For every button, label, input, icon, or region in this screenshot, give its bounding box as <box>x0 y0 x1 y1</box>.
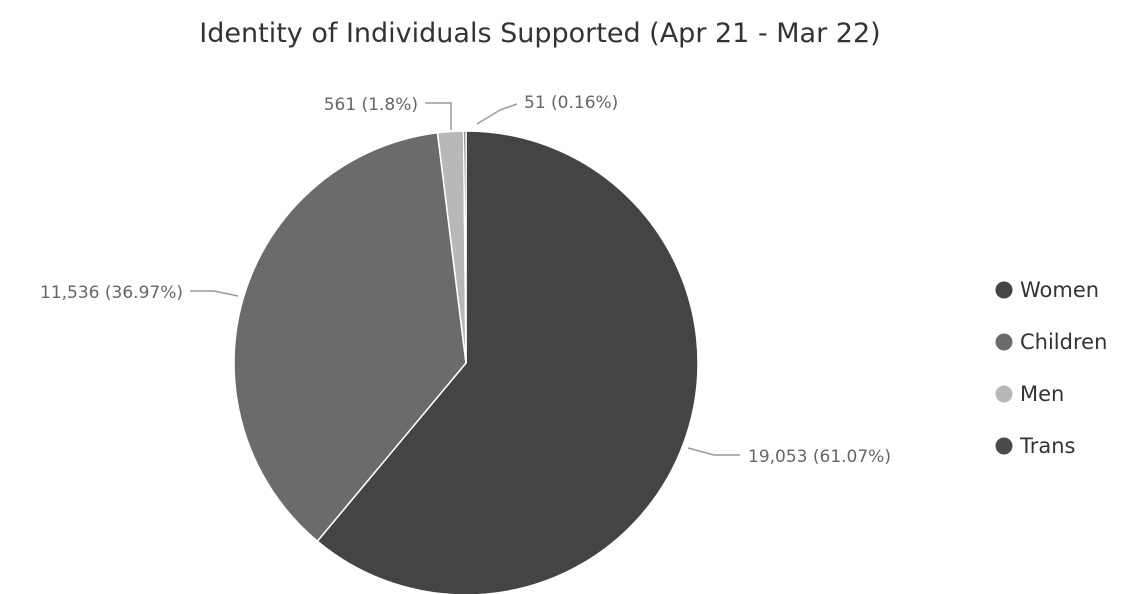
leader-line-trans <box>476 103 518 125</box>
leader-line-men <box>425 102 452 130</box>
legend-label-men[interactable]: Men <box>1020 382 1064 406</box>
legend-marker-men <box>995 385 1013 403</box>
pie-slice-children[interactable] <box>233 131 467 543</box>
legend-label-women[interactable]: Women <box>1020 278 1099 302</box>
data-label-women: 19,053 (61.07%) <box>748 447 891 467</box>
data-label-children: 11,536 (36.97%) <box>40 283 183 303</box>
legend-label-trans[interactable]: Trans <box>1019 434 1076 458</box>
legend-marker-trans <box>995 437 1013 455</box>
pie-slice-women[interactable] <box>316 130 699 594</box>
chart-title: Identity of Individuals Supported (Apr 2… <box>199 18 880 49</box>
data-labels: 19,053 (61.07%) 11,536 (36.97%) 561 (1.8%)… <box>40 93 891 467</box>
leader-line-children <box>190 290 239 297</box>
pie-slices <box>233 130 699 594</box>
legend-marker-children <box>995 333 1013 351</box>
leader-line-women <box>687 447 740 456</box>
legend: Women Children Men Trans <box>995 278 1107 458</box>
legend-label-children[interactable]: Children <box>1020 330 1107 354</box>
data-label-men: 561 (1.8%) <box>324 95 418 115</box>
data-label-trans: 51 (0.16%) <box>524 93 618 113</box>
pie-slice-trans[interactable] <box>462 130 467 364</box>
legend-marker-women <box>995 281 1013 299</box>
